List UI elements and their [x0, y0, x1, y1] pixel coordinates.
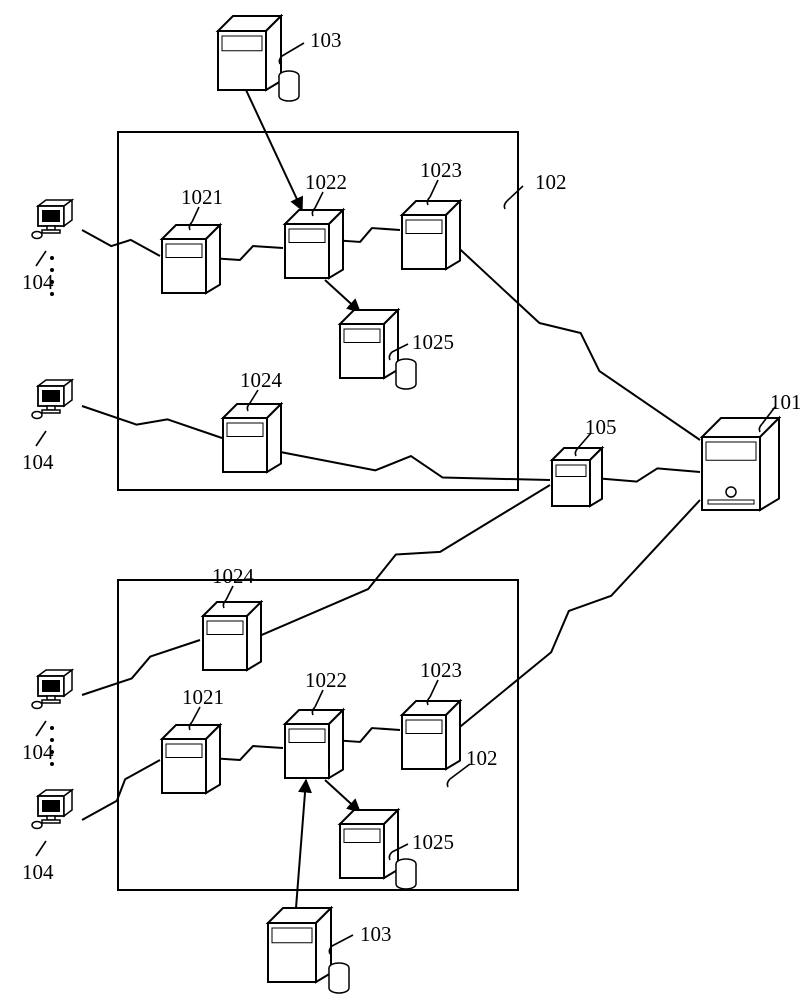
server-s105	[552, 448, 602, 506]
server-s1024a	[223, 404, 281, 472]
label-s103a: 103	[310, 28, 342, 53]
server-s1025a	[340, 310, 416, 389]
label-s101: 101	[770, 390, 800, 415]
label-s1021a: 1021	[181, 185, 223, 210]
label-s1024b: 1024	[212, 564, 254, 589]
server-s1021a	[162, 225, 220, 293]
server-s1025b	[340, 810, 416, 889]
label-s1023a: 1023	[420, 158, 462, 183]
label-s1022b: 1022	[305, 668, 347, 693]
label-clusterA: 102	[535, 170, 567, 195]
diagram-svg	[0, 0, 800, 1004]
server-s103a	[218, 16, 299, 101]
server-s1024b	[203, 602, 261, 670]
client-c4	[32, 790, 72, 829]
label-s1022a: 1022	[305, 170, 347, 195]
label-c2: 104	[22, 450, 54, 475]
server-s1022b	[285, 710, 343, 778]
client-c2	[32, 380, 72, 419]
label-c4: 104	[22, 860, 54, 885]
server-s1022a	[285, 210, 343, 278]
label-s1024a: 1024	[240, 368, 282, 393]
label-s1021b: 1021	[182, 685, 224, 710]
label-s1023b: 1023	[420, 658, 462, 683]
client-c3	[32, 670, 72, 709]
label-c1: 104	[22, 270, 54, 295]
server-s103b	[268, 908, 349, 993]
client-c1	[32, 200, 72, 239]
label-s1025b: 1025	[412, 830, 454, 855]
label-c3: 104	[22, 740, 54, 765]
server-s101	[702, 418, 779, 510]
label-clusterB: 102	[466, 746, 498, 771]
label-s103b: 103	[360, 922, 392, 947]
server-s1021b	[162, 725, 220, 793]
label-s1025a: 1025	[412, 330, 454, 355]
server-s1023b	[402, 701, 460, 769]
server-s1023a	[402, 201, 460, 269]
label-s105: 105	[585, 415, 617, 440]
